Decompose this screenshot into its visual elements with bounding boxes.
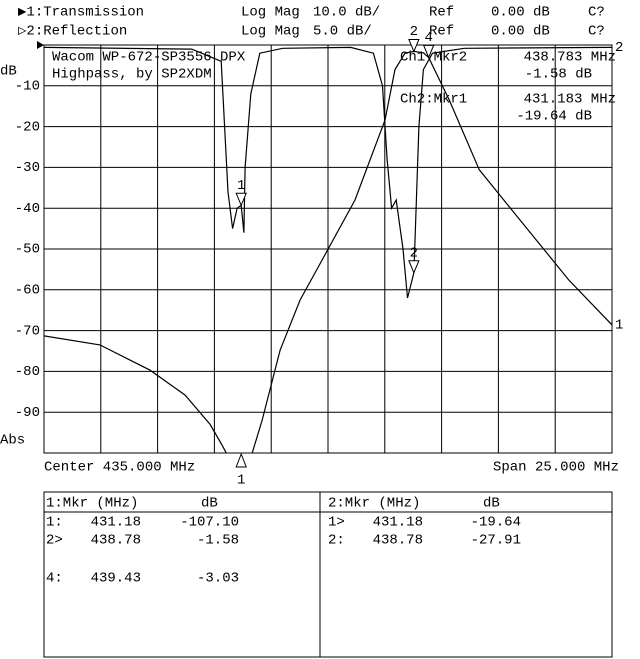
readout-value: -19.64 dB — [516, 109, 592, 125]
y-tick-label: -70 — [15, 323, 40, 339]
table-cell: 1> — [328, 515, 345, 531]
header-field: C? — [588, 24, 605, 40]
header-field: 5.0 dB/ — [313, 24, 372, 40]
table-header: 2:Mkr (MHz) — [328, 496, 420, 512]
table-cell: -27.91 — [471, 533, 521, 549]
span-label: Span 25.000 MHz — [493, 460, 619, 476]
header-field: Log Mag — [241, 5, 300, 21]
abs-label: Abs — [0, 433, 25, 449]
header-field: C? — [588, 5, 605, 21]
marker — [408, 38, 420, 53]
table-cell: 439.43 — [91, 571, 141, 587]
marker — [235, 452, 247, 468]
y-tick-label: -90 — [15, 405, 40, 421]
table-header: dB — [483, 496, 500, 512]
trace — [44, 46, 612, 299]
table-cell: 431.18 — [373, 515, 423, 531]
marker — [235, 192, 247, 207]
readout-freq: 431.183 MHz — [524, 92, 616, 108]
header-field: 0.00 dB — [491, 24, 550, 40]
marker-label: 1 — [237, 473, 245, 489]
table-cell: 2> — [46, 533, 63, 549]
table-cell: 431.18 — [91, 515, 141, 531]
y-tick-label: -40 — [15, 201, 40, 217]
y-tick-label: -50 — [15, 242, 40, 258]
readout-freq: 438.783 MHz — [524, 50, 616, 66]
table-cell: 438.78 — [91, 533, 141, 549]
marker-label: 1 — [237, 178, 245, 194]
y-tick-label: -60 — [15, 283, 40, 299]
marker — [422, 44, 435, 59]
table-cell: 2: — [328, 533, 345, 549]
header-field: ▷2:Reflection — [18, 24, 127, 40]
table-cell: -1.58 — [197, 533, 239, 549]
readout-value: -1.58 dB — [525, 67, 592, 83]
center-label: Center 435.000 MHz — [44, 460, 195, 476]
table-header: 1:Mkr (MHz) — [46, 496, 138, 512]
table-cell: -19.64 — [471, 515, 521, 531]
marker-label: 4 — [424, 30, 432, 46]
header-field: 0.00 dB — [491, 5, 550, 21]
y-tick-label: -20 — [15, 119, 40, 135]
trace-end-label: 2 — [615, 40, 623, 56]
y-tick-label: -10 — [15, 79, 40, 95]
header-field: Ref — [429, 24, 454, 40]
readout-label: Ch1:Mkr2 — [400, 50, 467, 66]
table-cell: -3.03 — [197, 571, 239, 587]
table-cell: -107.10 — [180, 515, 239, 531]
annotation: Wacom WP-672-SP3556 DPX — [52, 50, 246, 66]
marker-label: 2 — [410, 24, 418, 40]
table-cell: 1: — [46, 515, 63, 531]
header-field: Ref — [429, 5, 454, 21]
trace-layer — [44, 46, 612, 453]
header-field: Log Mag — [241, 24, 300, 40]
ref-arrow — [37, 41, 44, 49]
table-cell: 438.78 — [373, 533, 423, 549]
readout-label: Ch2:Mkr1 — [400, 92, 467, 108]
y-tick-label: -30 — [15, 160, 40, 176]
header-field: 10.0 dB/ — [313, 5, 380, 21]
y-tick-label: -80 — [15, 364, 40, 380]
header-field: ▶1:Transmission — [18, 5, 144, 21]
y-axis-label: dB — [0, 64, 17, 80]
table-cell: 4: — [46, 571, 63, 587]
marker-label: 2 — [410, 245, 418, 261]
marker — [408, 260, 420, 275]
annotation: Highpass, by SP2XDM — [52, 67, 212, 83]
marker-table-frame — [43, 491, 613, 658]
table-header: dB — [201, 496, 218, 512]
trace — [44, 50, 612, 453]
trace-end-label: 1 — [615, 318, 623, 334]
